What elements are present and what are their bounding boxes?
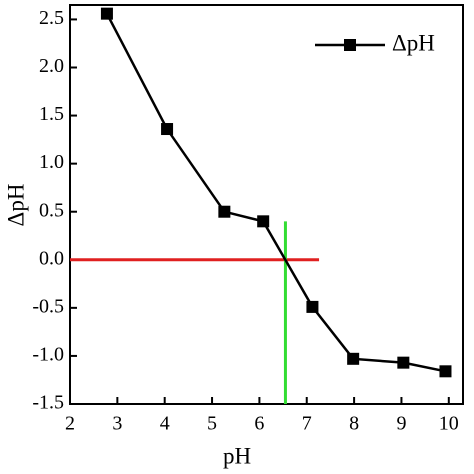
x-tick-label: 8 [349, 413, 359, 435]
y-tick-label: 2.0 [39, 55, 64, 77]
data-point [161, 123, 174, 136]
y-tick-label: 1.5 [39, 103, 64, 125]
y-tick-label: 0.5 [39, 199, 64, 221]
y-tick-label: -1.0 [32, 344, 64, 366]
data-point [397, 356, 410, 369]
data-point [218, 205, 231, 218]
data-point [306, 300, 319, 313]
y-tick-label: 0.0 [39, 247, 64, 269]
x-tick-label: 5 [207, 413, 217, 435]
x-tick-label: 7 [302, 413, 312, 435]
data-point [347, 352, 360, 365]
x-tick-label: 2 [65, 413, 75, 435]
y-tick-label: -1.5 [32, 392, 64, 414]
data-line [105, 13, 446, 373]
plot-frame [69, 4, 464, 405]
x-tick-label: 10 [439, 413, 459, 435]
legend-label: ΔpH [392, 30, 435, 55]
data-point [100, 7, 113, 20]
x-tick-label: 6 [254, 413, 264, 435]
data-point [257, 215, 270, 228]
y-tick-label: -0.5 [32, 295, 64, 317]
x-tick-label: 9 [396, 413, 406, 435]
legend-marker [344, 39, 356, 51]
x-tick-label: 4 [160, 413, 170, 435]
y-axis-title: ΔpH [3, 184, 28, 227]
y-tick-label: 1.0 [39, 151, 64, 173]
data-point [439, 365, 452, 378]
y-tick-label: 2.5 [39, 7, 64, 29]
x-axis-title: pH [223, 443, 251, 468]
x-tick-label: 3 [112, 413, 122, 435]
